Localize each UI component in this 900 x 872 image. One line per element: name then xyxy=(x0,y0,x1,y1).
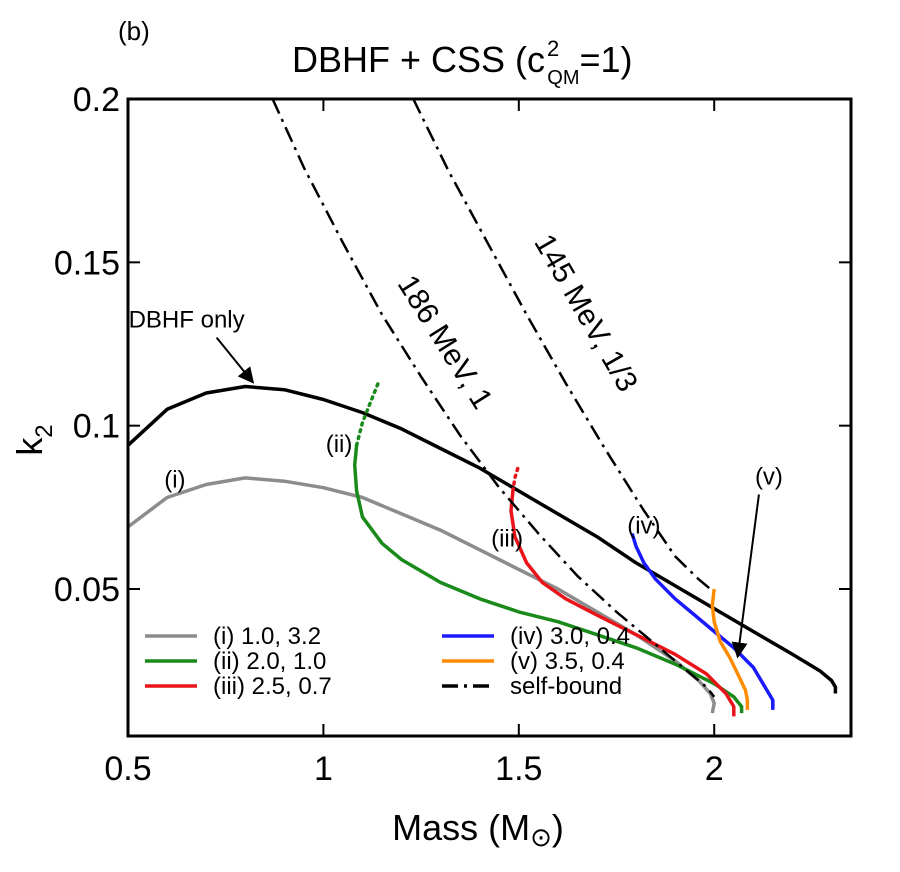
legend-label-0: (i) 1.0, 3.2 xyxy=(213,623,321,650)
chart-title-sub: QM xyxy=(547,67,579,89)
legend-label-3: (iv) 3.0, 0.4 xyxy=(510,623,630,650)
axis-ticks xyxy=(127,98,851,736)
legend-label-1: (ii) 2.0, 1.0 xyxy=(213,648,326,675)
series-line-1 xyxy=(128,476,716,714)
y-tick-label-0: 0.05 xyxy=(54,571,120,609)
annotation-label-4: (iv) xyxy=(627,512,660,539)
series-line-3 xyxy=(354,381,380,448)
annotation-label-0: DBHF only xyxy=(129,307,245,334)
y-tick-label-3: 0.2 xyxy=(73,81,120,119)
y-tick-label-2: 0.15 xyxy=(54,244,120,282)
annotation-label-5: (v) xyxy=(755,463,783,490)
x-axis-label-end: ) xyxy=(552,807,564,848)
x-axis-label: Mass (M⊙) xyxy=(392,807,564,852)
line-label-1: 145 MeV, 1/3 xyxy=(527,229,643,398)
y-tick-label-1: 0.1 xyxy=(73,408,120,446)
annotation-label-2: (ii) xyxy=(326,431,353,458)
series-line-6 xyxy=(630,532,775,710)
line-label-0: 186 MeV, 1 xyxy=(391,270,499,415)
x-tick-label-2: 1.5 xyxy=(495,750,542,788)
x-tick-label-3: 2 xyxy=(705,750,724,788)
panel-label: (b) xyxy=(118,16,150,46)
plot-frame xyxy=(126,97,853,738)
series-line-8 xyxy=(271,99,716,698)
legend: (i) 1.0, 3.2(ii) 2.0, 1.0(iii) 2.5, 0.7 (… xyxy=(145,623,630,700)
x-tick-label-0: 0.5 xyxy=(104,750,151,788)
chart-title-end: =1) xyxy=(580,39,633,80)
y-axis-label-sub: 2 xyxy=(31,424,58,437)
line-labels: 186 MeV, 1 145 MeV, 1/3 xyxy=(391,229,644,415)
series-layer xyxy=(128,99,838,717)
annotations: DBHF only (i) (ii) (iii) (iv) (v) xyxy=(129,307,783,659)
x-axis-label-main: Mass (M xyxy=(392,807,530,848)
series-line-0 xyxy=(128,384,838,694)
x-tick-label-1: 1 xyxy=(314,750,333,788)
legend-label-4: (v) 3.5, 0.4 xyxy=(510,648,625,675)
y-axis-label-main: k xyxy=(9,437,50,456)
annotation-label-3: (iii) xyxy=(491,526,523,553)
series-line-4 xyxy=(509,490,736,717)
axis-tick-labels: 0.5 1 1.5 2 0.05 0.1 0.15 0.2 xyxy=(54,81,724,788)
y-axis-label: k2 xyxy=(9,424,58,455)
legend-label-5: self-bound xyxy=(510,673,622,700)
annotation-arrow-5 xyxy=(731,494,760,659)
chart-title-sup: 2 xyxy=(547,36,559,61)
series-line-7 xyxy=(710,588,750,710)
chart-title-main: DBHF + CSS (c xyxy=(292,39,545,80)
chart-title: DBHF + CSS (c2 QM=1) xyxy=(292,36,633,89)
series-line-5 xyxy=(511,463,521,493)
x-axis-label-symbol: ⊙ xyxy=(530,822,552,852)
legend-label-2: (iii) 2.5, 0.7 xyxy=(213,673,332,700)
annotation-arrow-0 xyxy=(215,337,255,384)
annotation-label-1: (i) xyxy=(164,467,185,494)
